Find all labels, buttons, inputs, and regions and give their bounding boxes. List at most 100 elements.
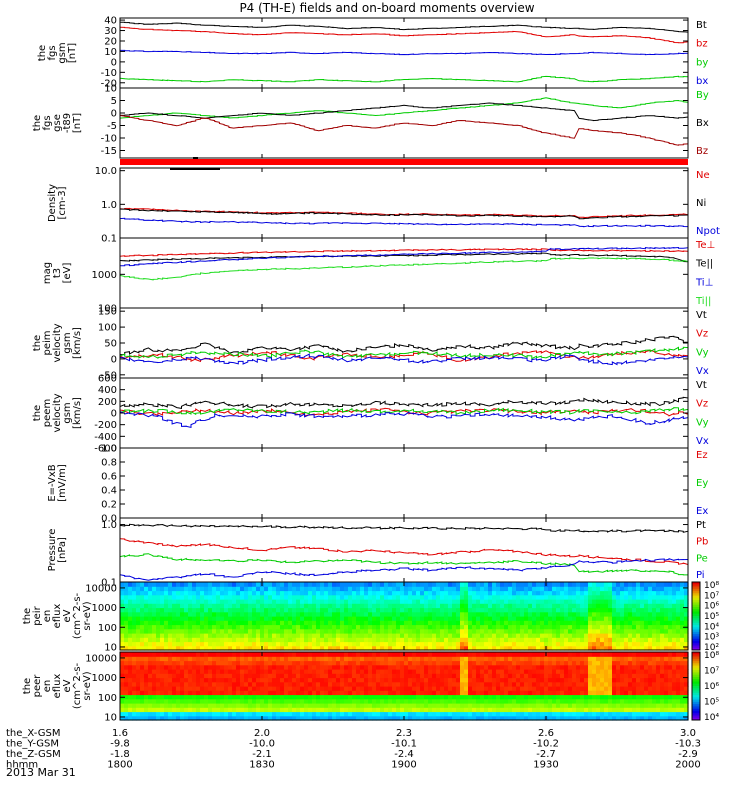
spectrogram-cell — [264, 677, 269, 683]
spectrogram-cell — [204, 633, 209, 638]
spectrogram-cell — [292, 698, 297, 704]
spectrogram-cell — [340, 599, 345, 604]
spectrogram-cell — [276, 586, 281, 592]
spectrogram-cell — [644, 711, 649, 717]
spectrogram-cell — [536, 681, 541, 687]
spectrogram-cell — [132, 628, 137, 634]
spectrogram-cell — [160, 624, 165, 630]
spectrogram-cell — [196, 664, 201, 670]
spectrogram-cell — [288, 690, 293, 696]
spectrogram-cell — [660, 707, 665, 713]
spectrogram-cell — [416, 703, 421, 708]
colorbar-band — [692, 647, 700, 651]
spectrogram-cell — [624, 641, 629, 647]
spectrogram-cell — [144, 686, 149, 691]
spectrogram-cell — [344, 652, 349, 657]
spectrogram-cell — [124, 715, 129, 721]
spectrogram-cell — [600, 624, 605, 630]
spectrogram-cell — [644, 582, 649, 587]
colorbar-band — [692, 634, 700, 637]
spectrogram-cell — [468, 641, 473, 647]
spectrogram-cell — [592, 673, 597, 679]
spectrogram-cell — [284, 603, 289, 609]
spectrogram-cell — [384, 637, 389, 643]
spectrogram-cell — [616, 673, 621, 679]
spectrogram-cell — [672, 590, 677, 596]
spectrogram-cell — [220, 686, 225, 691]
legend-label: Ex — [696, 506, 708, 517]
spectrogram-cell — [636, 669, 641, 674]
spectrogram-cell — [424, 686, 429, 691]
spectrogram-cell — [572, 703, 577, 708]
spectrogram-cell — [272, 641, 277, 647]
spectrogram-cell — [656, 707, 661, 713]
spectrogram-cell — [140, 656, 145, 662]
spectrogram-cell — [464, 637, 469, 643]
y-label-line: -t89 — [62, 113, 73, 133]
spectrogram-cell — [676, 620, 681, 626]
spectrogram-cell — [216, 586, 221, 592]
spectrogram-cell — [568, 607, 573, 613]
spectrogram-cell — [644, 616, 649, 621]
spectrogram-cell — [660, 637, 665, 643]
spectrogram-cell — [120, 633, 125, 638]
spectrogram-cell — [368, 586, 373, 592]
spectrogram-cell — [316, 694, 321, 700]
spectrogram-cell — [444, 586, 449, 592]
spectrogram-cell — [188, 715, 193, 721]
spectrogram-cell — [660, 652, 665, 657]
spectrogram-cell — [208, 669, 213, 674]
spectrogram-cell — [660, 611, 665, 617]
spectrogram-cell — [240, 628, 245, 634]
spectrogram-cell — [168, 637, 173, 643]
spectrogram-cell — [200, 628, 205, 634]
spectrogram-cell — [604, 633, 609, 638]
spectrogram-cell — [328, 637, 333, 643]
spectrogram-cell — [216, 711, 221, 717]
y-label-line: peir — [32, 605, 43, 625]
spectrogram-cell — [316, 603, 321, 609]
spectrogram-cell — [436, 607, 441, 613]
spectrogram-cell — [172, 677, 177, 683]
spectrogram-cell — [356, 694, 361, 700]
spectrogram-cell — [164, 637, 169, 643]
spectrogram-cell — [180, 711, 185, 717]
spectrogram-cell — [428, 594, 433, 600]
spectrogram-cell — [652, 677, 657, 683]
spectrogram-cell — [432, 660, 437, 666]
spectrogram-cell — [676, 582, 681, 587]
spectrogram-cell — [428, 599, 433, 604]
spectrogram-cell — [520, 656, 525, 662]
spectrogram-cell — [636, 677, 641, 683]
spectrogram-cell — [616, 652, 621, 657]
spectrogram-cell — [648, 703, 653, 708]
spectrogram-cell — [520, 633, 525, 638]
spectrogram-cell — [444, 641, 449, 647]
spectrogram-cell — [480, 656, 485, 662]
spectrogram-cell — [448, 677, 453, 683]
spectrogram-cell — [588, 637, 593, 643]
spectrogram-cell — [540, 707, 545, 713]
spectrogram-cell — [412, 641, 417, 647]
spectrogram-cell — [432, 633, 437, 638]
spectrogram-cell — [392, 590, 397, 596]
spectrogram-cell — [372, 607, 377, 613]
spectrogram-cell — [468, 599, 473, 604]
spectrogram-cell — [252, 715, 257, 721]
spectrogram-cell — [256, 656, 261, 662]
spectrogram-cell — [668, 703, 673, 708]
spectrogram-cell — [460, 694, 465, 700]
spectrogram-cell — [296, 637, 301, 643]
spectrogram-cell — [508, 594, 513, 600]
spectrogram-cell — [548, 624, 553, 630]
spectrogram-cell — [472, 660, 477, 666]
spectrogram-cell — [340, 624, 345, 630]
spectrogram-cell — [516, 641, 521, 647]
spectrogram-cell — [272, 586, 277, 592]
spectrogram-cell — [312, 703, 317, 708]
spectrogram-cell — [120, 620, 125, 626]
spectrogram-cell — [624, 645, 629, 651]
spectrogram-cell — [444, 715, 449, 721]
spectrogram-cell — [164, 628, 169, 634]
spectrogram-cell — [676, 607, 681, 613]
